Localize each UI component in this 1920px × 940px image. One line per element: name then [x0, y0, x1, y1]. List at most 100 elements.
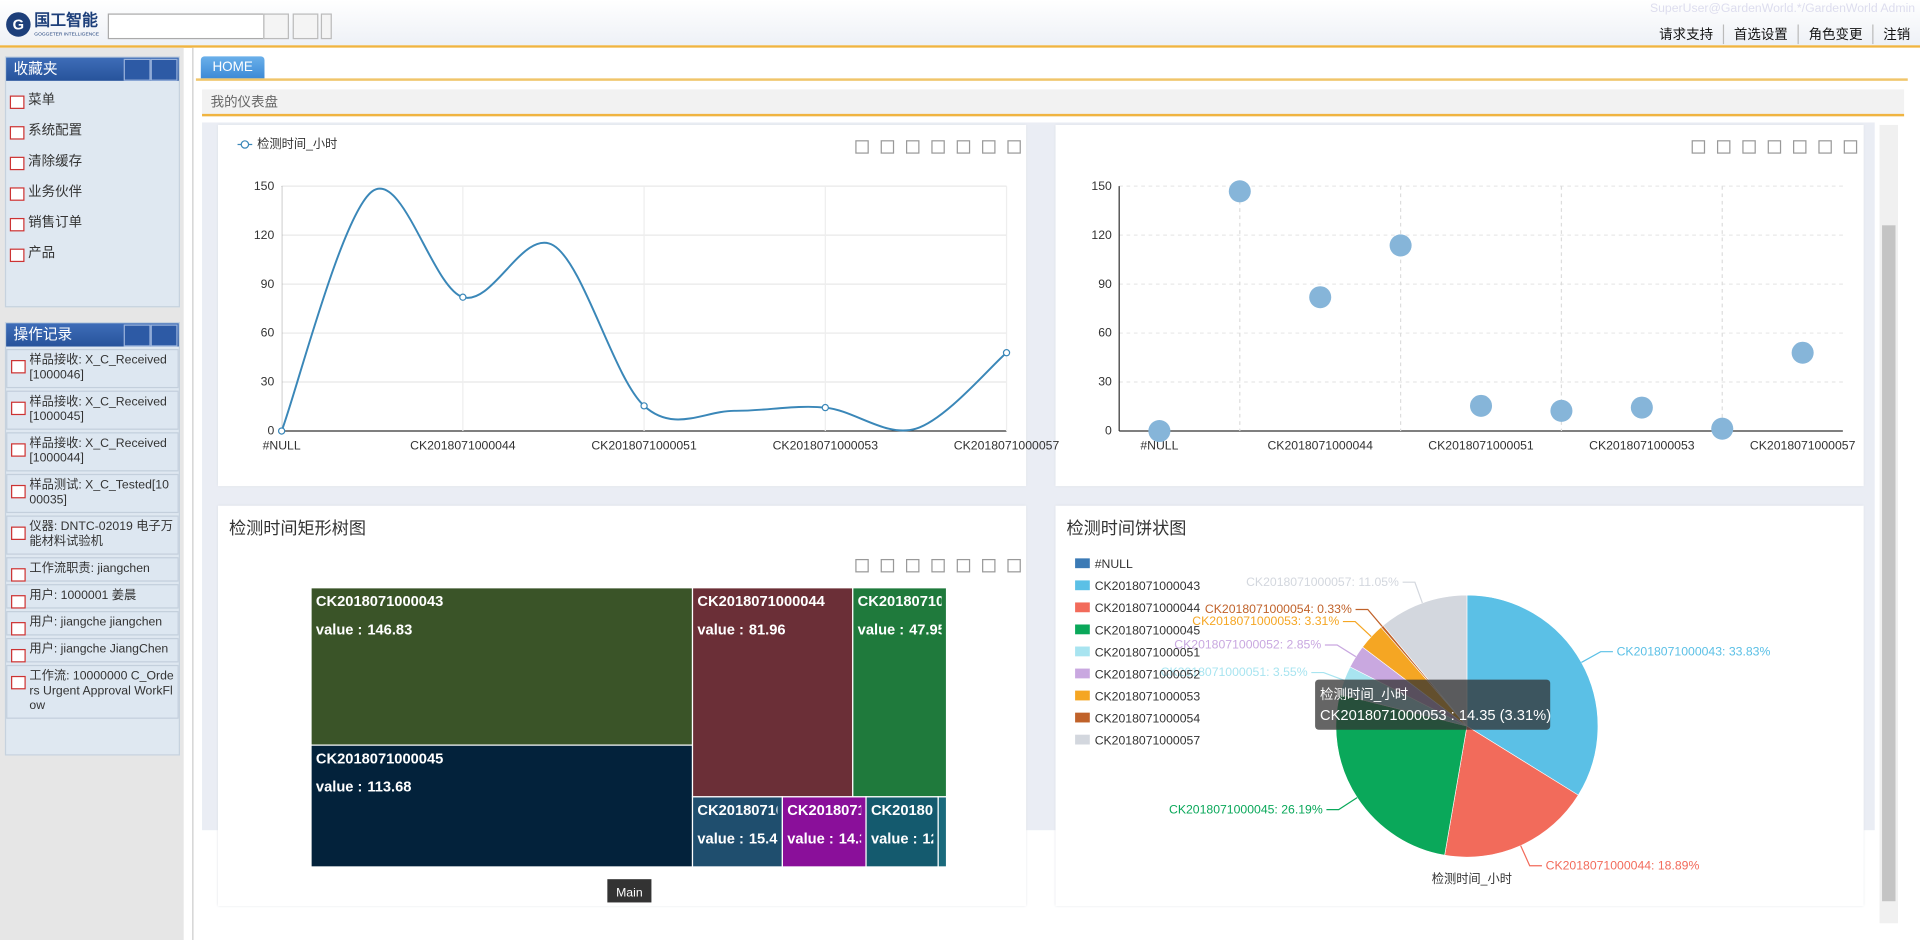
toolbox-icon[interactable] [1007, 558, 1021, 573]
logo-title: 国工智能 [34, 11, 98, 30]
pie-title: 检测时间饼状图 [1067, 518, 1187, 538]
value-number: 47.95 [909, 622, 946, 638]
legend-label[interactable]: CK2018071000051 [1095, 645, 1201, 659]
history-item[interactable]: 工作流: 10000000 C_Orders Urgent Approval W… [6, 664, 179, 719]
favorite-item[interactable]: 清除缓存 [6, 147, 179, 178]
history-item[interactable]: 用户: 1000001 姜晨 [6, 584, 179, 609]
toolbox-icon[interactable] [1691, 140, 1706, 154]
toolbox-icon[interactable] [1007, 140, 1021, 154]
toolbox-icon[interactable] [1793, 140, 1807, 154]
collapse-button[interactable] [123, 324, 151, 347]
toolbox-icon[interactable] [956, 558, 971, 573]
cell-value: value :113.68 [316, 780, 412, 796]
toolbox-icon[interactable] [880, 558, 895, 573]
toolbox-icon[interactable] [956, 140, 971, 154]
label-line [1324, 644, 1357, 658]
header-link[interactable]: 请求支持 [1659, 28, 1714, 43]
scatter-point [1309, 286, 1332, 309]
header-links: 请求支持 首选设置 角色变更 注销 [1649, 24, 1920, 45]
expand-button[interactable] [150, 324, 178, 347]
toolbox-icon[interactable] [1742, 140, 1756, 154]
treemap-cell [310, 587, 694, 746]
y-tick-label: 120 [254, 228, 275, 242]
legend-swatch [1075, 712, 1090, 723]
favorite-item[interactable]: 业务伙伴 [6, 178, 179, 209]
toolbox-icon[interactable] [931, 140, 945, 154]
history-item[interactable]: 用户: jiangche JiangChen [6, 637, 179, 663]
value-number: 15.41 [749, 831, 786, 847]
search-input[interactable] [107, 13, 265, 40]
history-item[interactable]: 用户: jiangche jiangchen [6, 611, 179, 636]
tooltip [1315, 679, 1551, 730]
cell-value: value : 81.96 [697, 622, 785, 638]
header-link[interactable]: 角色变更 [1797, 24, 1873, 45]
treemap-cell [691, 796, 783, 868]
toolbox-icon[interactable] [1716, 140, 1731, 154]
tooltip-text: CK2018071000053 : 14.35 (3.31%) [1320, 708, 1551, 724]
collapse-button[interactable] [123, 58, 151, 81]
search-button[interactable] [263, 13, 289, 40]
treemap-label: CK2018071000057 value :47.95 [858, 594, 946, 638]
favorite-item[interactable]: 产品 [6, 239, 179, 270]
history-item[interactable]: 工作流职责: jiangchen [6, 557, 179, 582]
toolbox-icon[interactable] [906, 140, 920, 154]
treemap-cell [865, 796, 939, 868]
cell-value: value : 1.43 [943, 831, 1023, 847]
scatter-point [1550, 399, 1573, 422]
legend-label[interactable]: CK2018071000045 [1095, 623, 1201, 637]
y-tick-label: 0 [267, 424, 274, 438]
favorite-item[interactable]: 销售订单 [6, 208, 179, 239]
cell-value: value : 15.41 [697, 831, 785, 847]
history-item[interactable]: 样品测试: X_C_Tested[1000035] [6, 473, 179, 514]
toolbox-icon[interactable] [855, 558, 869, 573]
slice-label: CK2018071000044: 18.89% [1546, 858, 1700, 872]
toolbox-icon[interactable] [1767, 140, 1782, 154]
treemap-breadcrumb[interactable] [607, 879, 652, 903]
toolbox-icon[interactable] [1818, 140, 1832, 154]
legend-label[interactable]: CK2018071000043 [1095, 579, 1201, 593]
dashboard-header: 我的仪表盘 [202, 89, 1905, 117]
history-item[interactable]: 样品接收: X_C_Received[1000044] [6, 432, 179, 472]
treemap-title: 检测时间矩形树图 [229, 518, 366, 538]
legend-label[interactable]: CK2018071000044 [1095, 601, 1201, 615]
cell-name: CK2018071000052 [871, 803, 998, 819]
legend-label[interactable]: CK2018071000054 [1095, 711, 1201, 725]
toolbox-icon[interactable] [906, 558, 920, 573]
legend-swatch [1075, 580, 1090, 591]
legend-label[interactable]: CK2018071000057 [1095, 733, 1201, 747]
toolbox-icon[interactable] [931, 558, 945, 573]
history-item[interactable]: 样品接收: X_C_Received[1000045] [6, 390, 179, 430]
scroll-thumb[interactable] [1882, 225, 1896, 902]
line-point [821, 403, 829, 412]
legend-label[interactable]: #NULL [1095, 557, 1133, 571]
legend-label[interactable]: CK2018071000053 [1095, 689, 1201, 703]
value-number: 81.96 [749, 622, 786, 638]
favorite-item[interactable]: 菜单 [6, 86, 179, 117]
toolbox-icon[interactable] [1843, 140, 1858, 154]
label-line [1402, 581, 1423, 604]
toolbox-icon[interactable] [982, 140, 996, 154]
legend-label: 检测时间_小时 [257, 136, 337, 151]
home-tab[interactable]: HOME [200, 56, 265, 79]
header-link[interactable]: 首选设置 [1722, 24, 1798, 45]
x-tick-label: CK2018071000044 [1267, 438, 1373, 452]
treemap-cell [781, 796, 867, 868]
pie-axis-label: 检测时间_小时 [1432, 871, 1512, 886]
toolbox-icon[interactable] [880, 140, 895, 154]
toolbox-icon[interactable] [982, 558, 996, 573]
menu-button[interactable] [320, 13, 332, 40]
history-item[interactable]: 仪器: DNTC-02019 电子万能材料试验机 [6, 515, 179, 555]
favorites-list: 菜单 系统配置 清除缓存 业务伙伴 销售订单 产品 [6, 81, 179, 270]
expand-button[interactable] [150, 58, 178, 81]
toolbox-icon[interactable] [855, 140, 869, 154]
header-link[interactable]: 注销 [1872, 24, 1920, 45]
legend-label[interactable]: CK2018071000052 [1095, 667, 1201, 681]
card [217, 124, 1027, 487]
tree-button[interactable] [292, 13, 319, 40]
favorite-item[interactable]: 系统配置 [6, 116, 179, 147]
history-item[interactable]: 样品接收: X_C_Received[1000046] [6, 348, 179, 389]
label-line [1342, 620, 1372, 638]
breadcrumb-label[interactable]: Main [616, 885, 643, 899]
label-line [1520, 845, 1542, 867]
y-tick-label: 150 [1091, 179, 1112, 193]
